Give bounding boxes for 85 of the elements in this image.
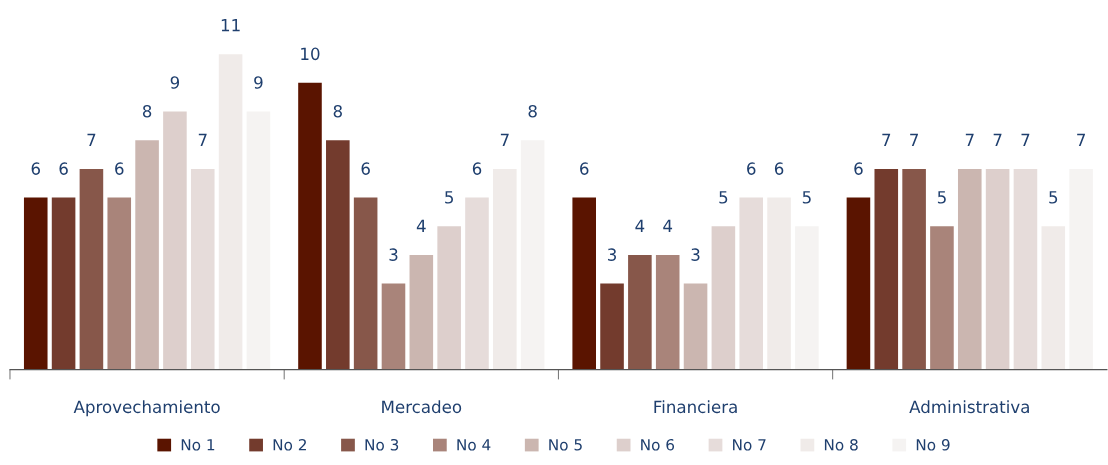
data-label: 3 — [608, 248, 617, 261]
legend-label: No 8 — [824, 438, 858, 451]
bar — [957, 168, 982, 370]
legend-label: No 7 — [733, 439, 766, 451]
bar — [1013, 168, 1038, 370]
data-label: 9 — [254, 76, 263, 89]
data-label: 7 — [993, 133, 1002, 146]
bar — [465, 197, 489, 370]
bar — [846, 197, 871, 370]
bar — [23, 197, 48, 370]
bar — [795, 226, 819, 370]
data-label: 6 — [854, 162, 863, 175]
bar — [135, 140, 159, 370]
data-label: 3 — [691, 248, 700, 261]
legend-label: No 3 — [365, 438, 399, 451]
bar — [163, 111, 187, 370]
data-label: 8 — [333, 104, 342, 118]
bar — [1041, 226, 1066, 370]
data-label: 6 — [580, 162, 589, 175]
data-label: 7 — [882, 133, 891, 146]
bar — [520, 140, 545, 370]
data-label: 5 — [719, 191, 728, 204]
bar — [902, 168, 926, 370]
data-label: 6 — [361, 162, 370, 175]
bar — [298, 82, 322, 370]
legend-label: No 2 — [273, 438, 306, 451]
data-label: 5 — [445, 191, 453, 204]
bar — [711, 226, 736, 370]
data-label: 7 — [198, 133, 207, 146]
bar — [353, 197, 378, 370]
x-tick-label: Administrativa — [909, 400, 1029, 414]
bar — [190, 168, 215, 370]
data-label: 7 — [87, 133, 96, 146]
legend-label: No 1 — [181, 439, 215, 451]
data-label: 5 — [1049, 191, 1058, 204]
bar — [381, 283, 406, 370]
bar — [107, 197, 132, 370]
x-tick-label: Financiera — [654, 400, 737, 414]
data-label: 11 — [221, 19, 240, 32]
bar — [930, 226, 954, 370]
bar — [767, 197, 791, 370]
bar — [409, 254, 434, 370]
data-label: 6 — [31, 162, 40, 175]
bar — [985, 168, 1010, 370]
data-label: 7 — [500, 133, 509, 146]
legend-label: No 5 — [549, 439, 582, 451]
bar — [683, 283, 708, 370]
data-label: 7 — [910, 133, 918, 146]
data-label: 7 — [965, 133, 974, 146]
data-label: 8 — [528, 104, 537, 118]
bar — [628, 254, 652, 370]
data-label: 3 — [389, 248, 398, 261]
bar — [739, 197, 764, 370]
bar — [326, 140, 350, 370]
bar — [600, 283, 624, 370]
bar — [493, 168, 517, 370]
legend-label: No 9 — [916, 438, 950, 451]
data-label: 8 — [142, 104, 152, 118]
bar — [874, 168, 899, 370]
bar — [655, 254, 680, 370]
bar — [437, 226, 461, 370]
data-label: 6 — [472, 162, 482, 175]
data-label: 4 — [416, 219, 426, 233]
legend-label: No 6 — [641, 438, 675, 451]
data-label: 7 — [1077, 133, 1085, 146]
data-label: 6 — [747, 162, 756, 175]
bar — [51, 197, 76, 370]
bar — [572, 197, 596, 370]
data-label: 5 — [802, 191, 811, 204]
data-label: 4 — [663, 219, 673, 233]
x-tick-label: Mercadeo — [382, 400, 462, 414]
data-label: 6 — [59, 162, 68, 175]
bar — [218, 54, 243, 370]
legend-label: No 4 — [457, 439, 491, 451]
data-label: 10 — [301, 47, 320, 61]
data-label: 5 — [937, 191, 946, 204]
data-label: 6 — [774, 162, 784, 175]
data-label: 6 — [115, 162, 124, 175]
data-label: 9 — [170, 76, 180, 89]
bar — [1069, 168, 1093, 370]
x-tick-label: Aprovechamiento — [73, 400, 220, 417]
bar — [246, 111, 271, 370]
bar — [79, 168, 104, 370]
data-label: 7 — [1021, 133, 1030, 146]
data-label: 4 — [635, 219, 645, 233]
